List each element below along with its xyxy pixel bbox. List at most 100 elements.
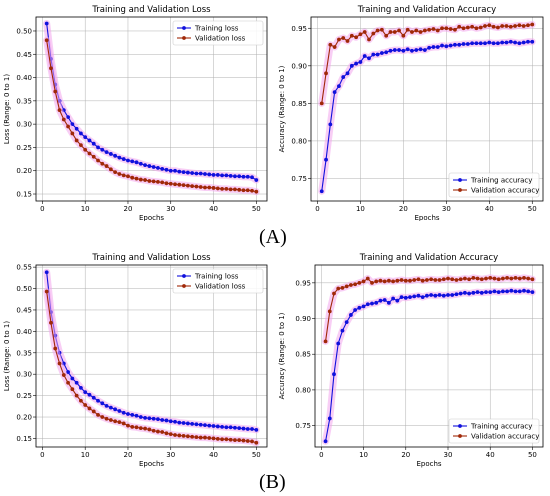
data-point <box>414 28 419 33</box>
data-point <box>211 186 216 190</box>
data-point <box>521 40 526 45</box>
data-point <box>241 188 246 193</box>
data-point <box>365 302 370 307</box>
y-tick-label: 0.75 <box>295 422 311 430</box>
data-point <box>168 432 173 437</box>
data-point <box>505 289 510 294</box>
data-point <box>492 276 497 281</box>
data-point <box>500 24 505 28</box>
data-point <box>151 428 156 433</box>
data-point <box>410 30 414 34</box>
data-point <box>241 426 246 431</box>
data-point <box>382 279 387 284</box>
y-axis-label: Loss (Range: 0 to 1) <box>3 321 11 391</box>
data-point <box>433 293 438 298</box>
data-point <box>444 26 449 31</box>
data-point <box>420 295 425 300</box>
data-point <box>422 28 427 33</box>
legend-swatch-marker <box>458 178 462 182</box>
data-point <box>462 290 467 295</box>
data-point <box>224 437 229 442</box>
data-point <box>522 288 526 293</box>
data-point <box>66 124 70 129</box>
data-point <box>57 361 62 366</box>
data-point <box>484 290 488 295</box>
data-point <box>100 161 105 166</box>
data-point <box>160 418 165 422</box>
data-point <box>215 436 220 441</box>
data-point <box>87 138 92 143</box>
plot-frame <box>314 264 544 448</box>
data-point <box>237 174 242 179</box>
data-point <box>83 390 88 395</box>
data-point <box>378 298 383 303</box>
data-point <box>319 189 324 194</box>
data-point <box>207 423 212 428</box>
x-tick-label: 0 <box>40 451 44 459</box>
data-point <box>478 25 483 30</box>
data-point <box>108 167 113 172</box>
data-point <box>475 290 480 295</box>
data-point <box>147 164 152 168</box>
data-point <box>424 278 429 282</box>
data-point <box>113 153 118 158</box>
data-point <box>371 31 376 36</box>
data-point <box>427 45 432 50</box>
plot-frame <box>310 16 544 202</box>
data-point <box>517 23 522 28</box>
data-point <box>418 30 423 34</box>
data-point <box>397 28 401 33</box>
data-point <box>378 278 383 283</box>
data-point <box>327 309 332 314</box>
data-point <box>508 24 513 29</box>
data-point <box>164 181 169 186</box>
data-point <box>121 157 126 161</box>
chart-title: Training and Validation Loss <box>91 5 211 15</box>
y-tick-label: 0.75 <box>291 175 307 183</box>
data-point <box>117 155 122 160</box>
data-point <box>245 188 250 193</box>
x-axis-label: Epochs <box>414 214 439 221</box>
data-point <box>177 433 182 438</box>
data-point <box>475 276 480 281</box>
data-point <box>403 295 408 300</box>
data-point <box>100 401 105 406</box>
data-point <box>254 427 259 432</box>
data-point <box>341 36 346 40</box>
data-point <box>353 282 358 287</box>
data-point <box>323 439 328 444</box>
data-point <box>495 25 500 30</box>
data-point <box>126 412 130 416</box>
data-point <box>224 186 229 191</box>
data-point <box>194 422 199 427</box>
legend: Training loss Validation loss <box>172 20 264 46</box>
legend-swatch-marker <box>458 188 462 192</box>
data-point <box>79 386 83 390</box>
data-point <box>220 186 224 191</box>
data-point <box>121 421 126 426</box>
data-point <box>121 410 126 415</box>
data-point <box>83 135 88 140</box>
y-tick-label: 0.25 <box>16 392 32 400</box>
data-point <box>433 278 438 282</box>
y-tick-label: 0.20 <box>16 414 32 422</box>
data-point <box>185 434 190 439</box>
data-point <box>177 169 182 174</box>
data-point <box>374 279 379 284</box>
data-point <box>420 278 425 283</box>
data-point <box>441 293 446 298</box>
data-point <box>517 41 522 46</box>
y-tick-label: 0.45 <box>16 51 32 59</box>
data-point <box>446 293 450 297</box>
data-point <box>203 423 207 428</box>
data-point <box>354 61 359 66</box>
data-point <box>344 320 349 324</box>
data-point <box>348 283 353 287</box>
data-point <box>500 40 505 45</box>
data-point <box>134 413 139 418</box>
data-point <box>392 48 397 52</box>
data-point <box>66 115 70 120</box>
legend-box <box>172 20 264 46</box>
x-tick-label: 40 <box>209 451 218 459</box>
